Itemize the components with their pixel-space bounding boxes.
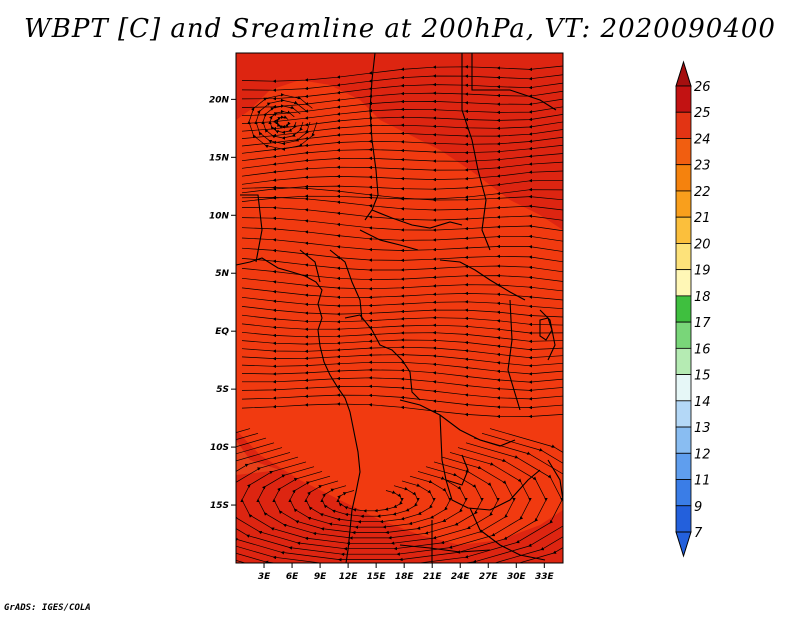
colorbar-label: 17 [694, 316, 711, 331]
lat-tick-label: 20N [209, 95, 230, 105]
lon-tick-label: 3E [258, 572, 271, 582]
lon-tick-label: 15E [367, 572, 387, 582]
map-panel: 3E 6E 9E 12E 15E 18E 21E 24E 27E 30E 33E 20N 15N 10N… [209, 52, 564, 582]
colorbar-swatch [675, 479, 692, 507]
colorbar-swatch [675, 243, 692, 271]
colorbar-label: 14 [694, 395, 711, 410]
colorbar: 26 25 24 23 22 21 20 19 18 17 16 15 14 13 12 11 9 7 [675, 60, 711, 558]
colorbar-swatch [675, 138, 692, 166]
colorbar-top-arrow [675, 60, 692, 87]
colorbar-swatch [675, 295, 692, 323]
streamline [241, 287, 563, 301]
lat-tick-label: 10S [210, 443, 229, 453]
streamline [241, 170, 563, 185]
lon-tick-label: 33E [535, 572, 555, 582]
colorbar-label: 26 [694, 80, 711, 95]
colorbar-label: 22 [694, 185, 711, 200]
country-borders [236, 53, 563, 563]
streamline [247, 93, 318, 151]
longitude-axis: 3E 6E 9E 12E 15E 18E 21E 24E 27E 30E 33E [258, 563, 555, 582]
lat-tick-label: 5S [216, 385, 229, 395]
colorbar-swatch [675, 190, 692, 218]
streamline [241, 153, 563, 169]
colorbar-label: 7 [694, 526, 703, 541]
colorbar-swatch [675, 164, 692, 192]
colorbar-swatch [675, 452, 692, 480]
colorbar-swatch [675, 505, 692, 533]
lon-tick-label: 21E [423, 572, 443, 582]
streamlines [236, 65, 563, 563]
colorbar-swatch [675, 426, 692, 454]
streamline [241, 306, 563, 318]
colorbar-label: 12 [694, 447, 711, 462]
lon-tick-label: 12E [339, 572, 359, 582]
streamline [241, 268, 563, 282]
colorbar-swatch [675, 347, 692, 375]
colorbar-label: 20 [694, 237, 711, 252]
streamline [241, 161, 563, 177]
lat-tick-label: EQ [215, 327, 229, 337]
colorbar-label: 9 [694, 500, 702, 515]
colorbar-label: 15 [694, 369, 711, 384]
lon-tick-label: 30E [507, 572, 527, 582]
border-lines-south [399, 399, 563, 563]
streamline [241, 144, 563, 162]
grads-credit: GrADS: IGES/COLA [4, 603, 91, 613]
colorbar-swatch [675, 85, 692, 113]
colorbar-label: 11 [694, 474, 711, 489]
colorbar-swatch [675, 111, 692, 139]
colorbar-label: 19 [694, 264, 711, 279]
lake-outline [539, 317, 553, 341]
streamline [241, 314, 563, 327]
colorbar-label: 16 [694, 342, 711, 357]
colorbar-swatch [675, 400, 692, 428]
lon-tick-label: 6E [286, 572, 299, 582]
border-lines-central [240, 194, 556, 411]
lat-tick-label: 15S [210, 501, 229, 511]
streamline [241, 296, 563, 310]
streamline [241, 277, 563, 292]
plot-title: WBPT [C] and Sreamline at 200hPa, VT: 20… [24, 14, 776, 44]
west-africa-coastline [236, 257, 361, 563]
latitude-axis: 20N 15N 10N 5N EQ 5S 10S 15S [209, 95, 236, 511]
lat-tick-label: 10N [209, 211, 230, 221]
colorbar-bottom-arrow [675, 531, 692, 558]
colorbar-swatch [675, 321, 692, 349]
colorbar-label: 24 [694, 132, 711, 147]
lon-tick-label: 27E [479, 572, 499, 582]
lon-tick-label: 18E [395, 572, 415, 582]
colorbar-label: 18 [694, 290, 711, 305]
colorbar-swatch [675, 216, 692, 244]
border-lines-north [364, 53, 557, 251]
colorbar-label: 21 [694, 211, 711, 226]
colorbar-label: 25 [694, 106, 711, 121]
colorbar-swatch [675, 269, 692, 297]
lat-tick-label: 15N [209, 153, 230, 163]
lon-tick-label: 24E [451, 572, 471, 582]
lon-tick-label: 9E [314, 572, 327, 582]
colorbar-label: 13 [694, 421, 711, 436]
colorbar-swatch [675, 374, 692, 402]
colorbar-label: 23 [694, 159, 711, 174]
map-border [235, 52, 564, 564]
streamline [241, 402, 563, 419]
lat-tick-label: 5N [215, 269, 229, 279]
streamline [241, 323, 563, 335]
